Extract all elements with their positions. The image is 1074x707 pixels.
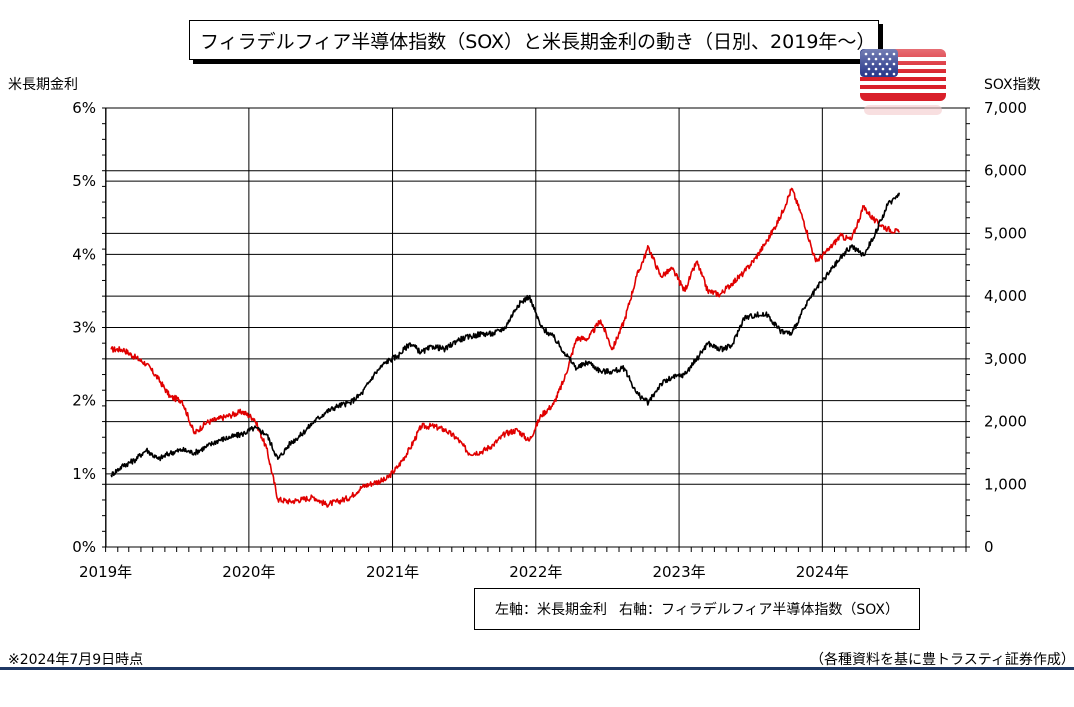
sox-series-line xyxy=(110,192,901,478)
us-flag-icon xyxy=(860,49,946,123)
x-tick-label: 2024年 xyxy=(796,563,849,581)
x-tick-label: 2020年 xyxy=(222,563,275,581)
legend-right-label: 右軸：フィラデルフィア半導体指数（SOX） xyxy=(618,602,900,618)
bottom-rule xyxy=(0,667,1074,670)
right-tick-label: 3,000 xyxy=(984,350,1027,368)
x-tick-label: 2023年 xyxy=(652,563,705,581)
left-tick-label: 0% xyxy=(72,538,96,556)
right-tick-label: 7,000 xyxy=(984,99,1027,117)
right-tick-label: 6,000 xyxy=(984,162,1027,180)
axis-ticks: 0% 1% 2% 3% 4% 5% 6% 0 1,000 2,000 3,000 4,000 5,000… xyxy=(72,99,1027,581)
x-tick-label: 2021年 xyxy=(366,563,419,581)
x-tick-label: 2022年 xyxy=(509,563,562,581)
right-tick-label: 0 xyxy=(984,538,994,556)
right-axis-title: SOX指数 xyxy=(984,77,1041,93)
series-layer xyxy=(110,187,901,508)
footnote-date: ※2024年7月9日時点 xyxy=(8,652,144,668)
left-axis-title: 米長期金利 xyxy=(8,77,78,93)
right-tick-label: 1,000 xyxy=(984,475,1027,493)
left-tick-label: 6% xyxy=(72,99,96,117)
legend-left-label: 左軸：米長期金利 xyxy=(494,602,607,618)
left-tick-label: 5% xyxy=(72,172,96,190)
left-tick-label: 3% xyxy=(72,319,96,337)
x-tick-label: 2019年 xyxy=(79,563,132,581)
left-tick-label: 4% xyxy=(72,245,96,263)
left-tick-label: 2% xyxy=(72,392,96,410)
left-tick-label: 1% xyxy=(72,465,96,483)
legend: 左軸：米長期金利 右軸：フィラデルフィア半導体指数（SOX） xyxy=(474,588,920,630)
right-tick-label: 5,000 xyxy=(984,224,1027,242)
grid xyxy=(105,107,966,548)
footnote-source: （各種資料を基に豊トラスティ証券作成） xyxy=(810,652,1074,668)
chart-title: フィラデルフィア半導体指数（SOX）と米長期金利の動き（日別、2019年～） xyxy=(189,20,879,60)
right-tick-label: 4,000 xyxy=(984,287,1027,305)
right-tick-label: 2,000 xyxy=(984,413,1027,431)
plot-frame xyxy=(105,107,967,548)
yield-series-line xyxy=(110,187,900,508)
